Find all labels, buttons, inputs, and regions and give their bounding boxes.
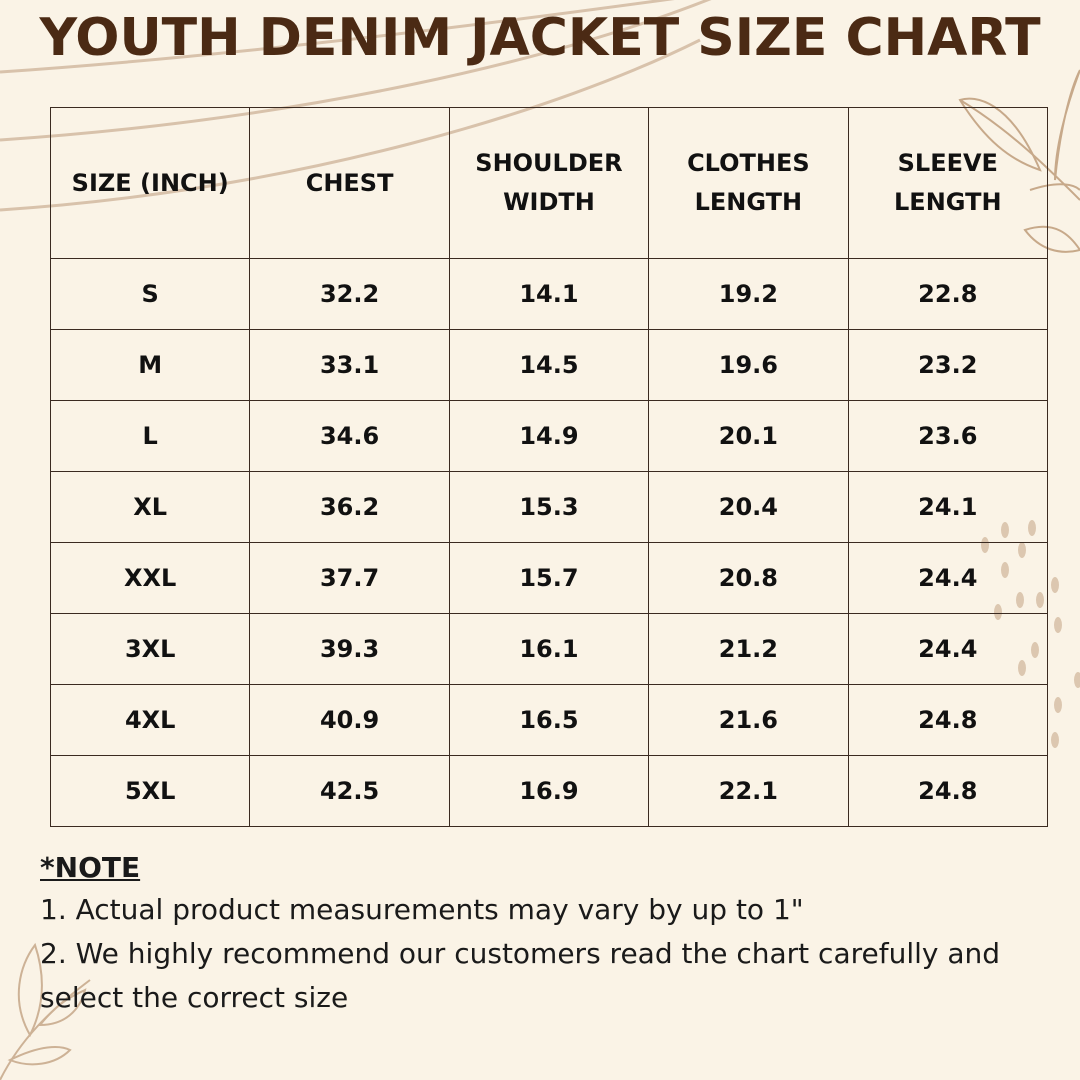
table-row: XL 36.2 15.3 20.4 24.1 xyxy=(49,471,1049,543)
cell-sleeve-length: 24.4 xyxy=(847,613,1049,685)
cell-chest: 37.7 xyxy=(249,542,450,614)
cell-clothes-length: 20.8 xyxy=(648,542,849,614)
cell-size: XXL xyxy=(49,542,251,614)
cell-clothes-length: 19.2 xyxy=(648,258,849,330)
cell-clothes-length: 20.1 xyxy=(648,400,849,472)
cell-shoulder-width: 14.5 xyxy=(448,329,650,401)
table-header-row: SIZE (INCH) CHEST SHOULDER WIDTH CLOTHES… xyxy=(49,107,1049,259)
note-section: *NOTE 1. Actual product measurements may… xyxy=(40,848,1040,1020)
cell-shoulder-width: 14.1 xyxy=(448,258,650,330)
table-body: S 32.2 14.1 19.2 22.8 M 33.1 14.5 19.6 23.2 L 34.6 1… xyxy=(49,258,1049,827)
cell-sleeve-length: 24.8 xyxy=(847,755,1049,827)
cell-shoulder-width: 15.7 xyxy=(448,542,650,614)
cell-sleeve-length: 22.8 xyxy=(847,258,1049,330)
header-shoulder-width: SHOULDER WIDTH xyxy=(448,107,650,259)
table-row: 4XL 40.9 16.5 21.6 24.8 xyxy=(49,684,1049,756)
cell-chest: 33.1 xyxy=(249,329,450,401)
cell-size: M xyxy=(49,329,251,401)
table-row: 3XL 39.3 16.1 21.2 24.4 xyxy=(49,613,1049,685)
table-row: S 32.2 14.1 19.2 22.8 xyxy=(49,258,1049,330)
cell-clothes-length: 21.6 xyxy=(648,684,849,756)
cell-size: 4XL xyxy=(49,684,251,756)
cell-sleeve-length: 23.2 xyxy=(847,329,1049,401)
cell-clothes-length: 20.4 xyxy=(648,471,849,543)
cell-size: 5XL xyxy=(49,755,251,827)
cell-size: L xyxy=(49,400,251,472)
cell-shoulder-width: 16.9 xyxy=(448,755,650,827)
note-line: 2. We highly recommend our customers rea… xyxy=(40,937,1001,1014)
size-chart-table: SIZE (INCH) CHEST SHOULDER WIDTH CLOTHES… xyxy=(49,107,1049,827)
header-sleeve-length: SLEEVE LENGTH xyxy=(847,107,1049,259)
table-row: M 33.1 14.5 19.6 23.2 xyxy=(49,329,1049,401)
cell-size: S xyxy=(49,258,251,330)
cell-size: XL xyxy=(49,471,251,543)
cell-clothes-length: 19.6 xyxy=(648,329,849,401)
cell-chest: 42.5 xyxy=(249,755,450,827)
cell-size: 3XL xyxy=(49,613,251,685)
header-size: SIZE (INCH) xyxy=(49,107,251,259)
cell-clothes-length: 22.1 xyxy=(648,755,849,827)
cell-shoulder-width: 16.1 xyxy=(448,613,650,685)
cell-chest: 36.2 xyxy=(249,471,450,543)
cell-shoulder-width: 14.9 xyxy=(448,400,650,472)
header-clothes-length: CLOTHES LENGTH xyxy=(648,107,849,259)
table-row: XXL 37.7 15.7 20.8 24.4 xyxy=(49,542,1049,614)
table-row: 5XL 42.5 16.9 22.1 24.8 xyxy=(49,755,1049,827)
header-chest: CHEST xyxy=(249,107,450,259)
cell-sleeve-length: 24.1 xyxy=(847,471,1049,543)
note-title: *NOTE xyxy=(40,851,141,884)
cell-chest: 34.6 xyxy=(249,400,450,472)
note-line: 1. Actual product measurements may vary … xyxy=(40,893,804,926)
cell-chest: 40.9 xyxy=(249,684,450,756)
cell-shoulder-width: 15.3 xyxy=(448,471,650,543)
cell-shoulder-width: 16.5 xyxy=(448,684,650,756)
page-title: YOUTH DENIM JACKET SIZE CHART xyxy=(39,8,1041,68)
cell-clothes-length: 21.2 xyxy=(648,613,849,685)
cell-sleeve-length: 24.4 xyxy=(847,542,1049,614)
table-row: L 34.6 14.9 20.1 23.6 xyxy=(49,400,1049,472)
cell-chest: 39.3 xyxy=(249,613,450,685)
cell-sleeve-length: 24.8 xyxy=(847,684,1049,756)
cell-chest: 32.2 xyxy=(249,258,450,330)
cell-sleeve-length: 23.6 xyxy=(847,400,1049,472)
